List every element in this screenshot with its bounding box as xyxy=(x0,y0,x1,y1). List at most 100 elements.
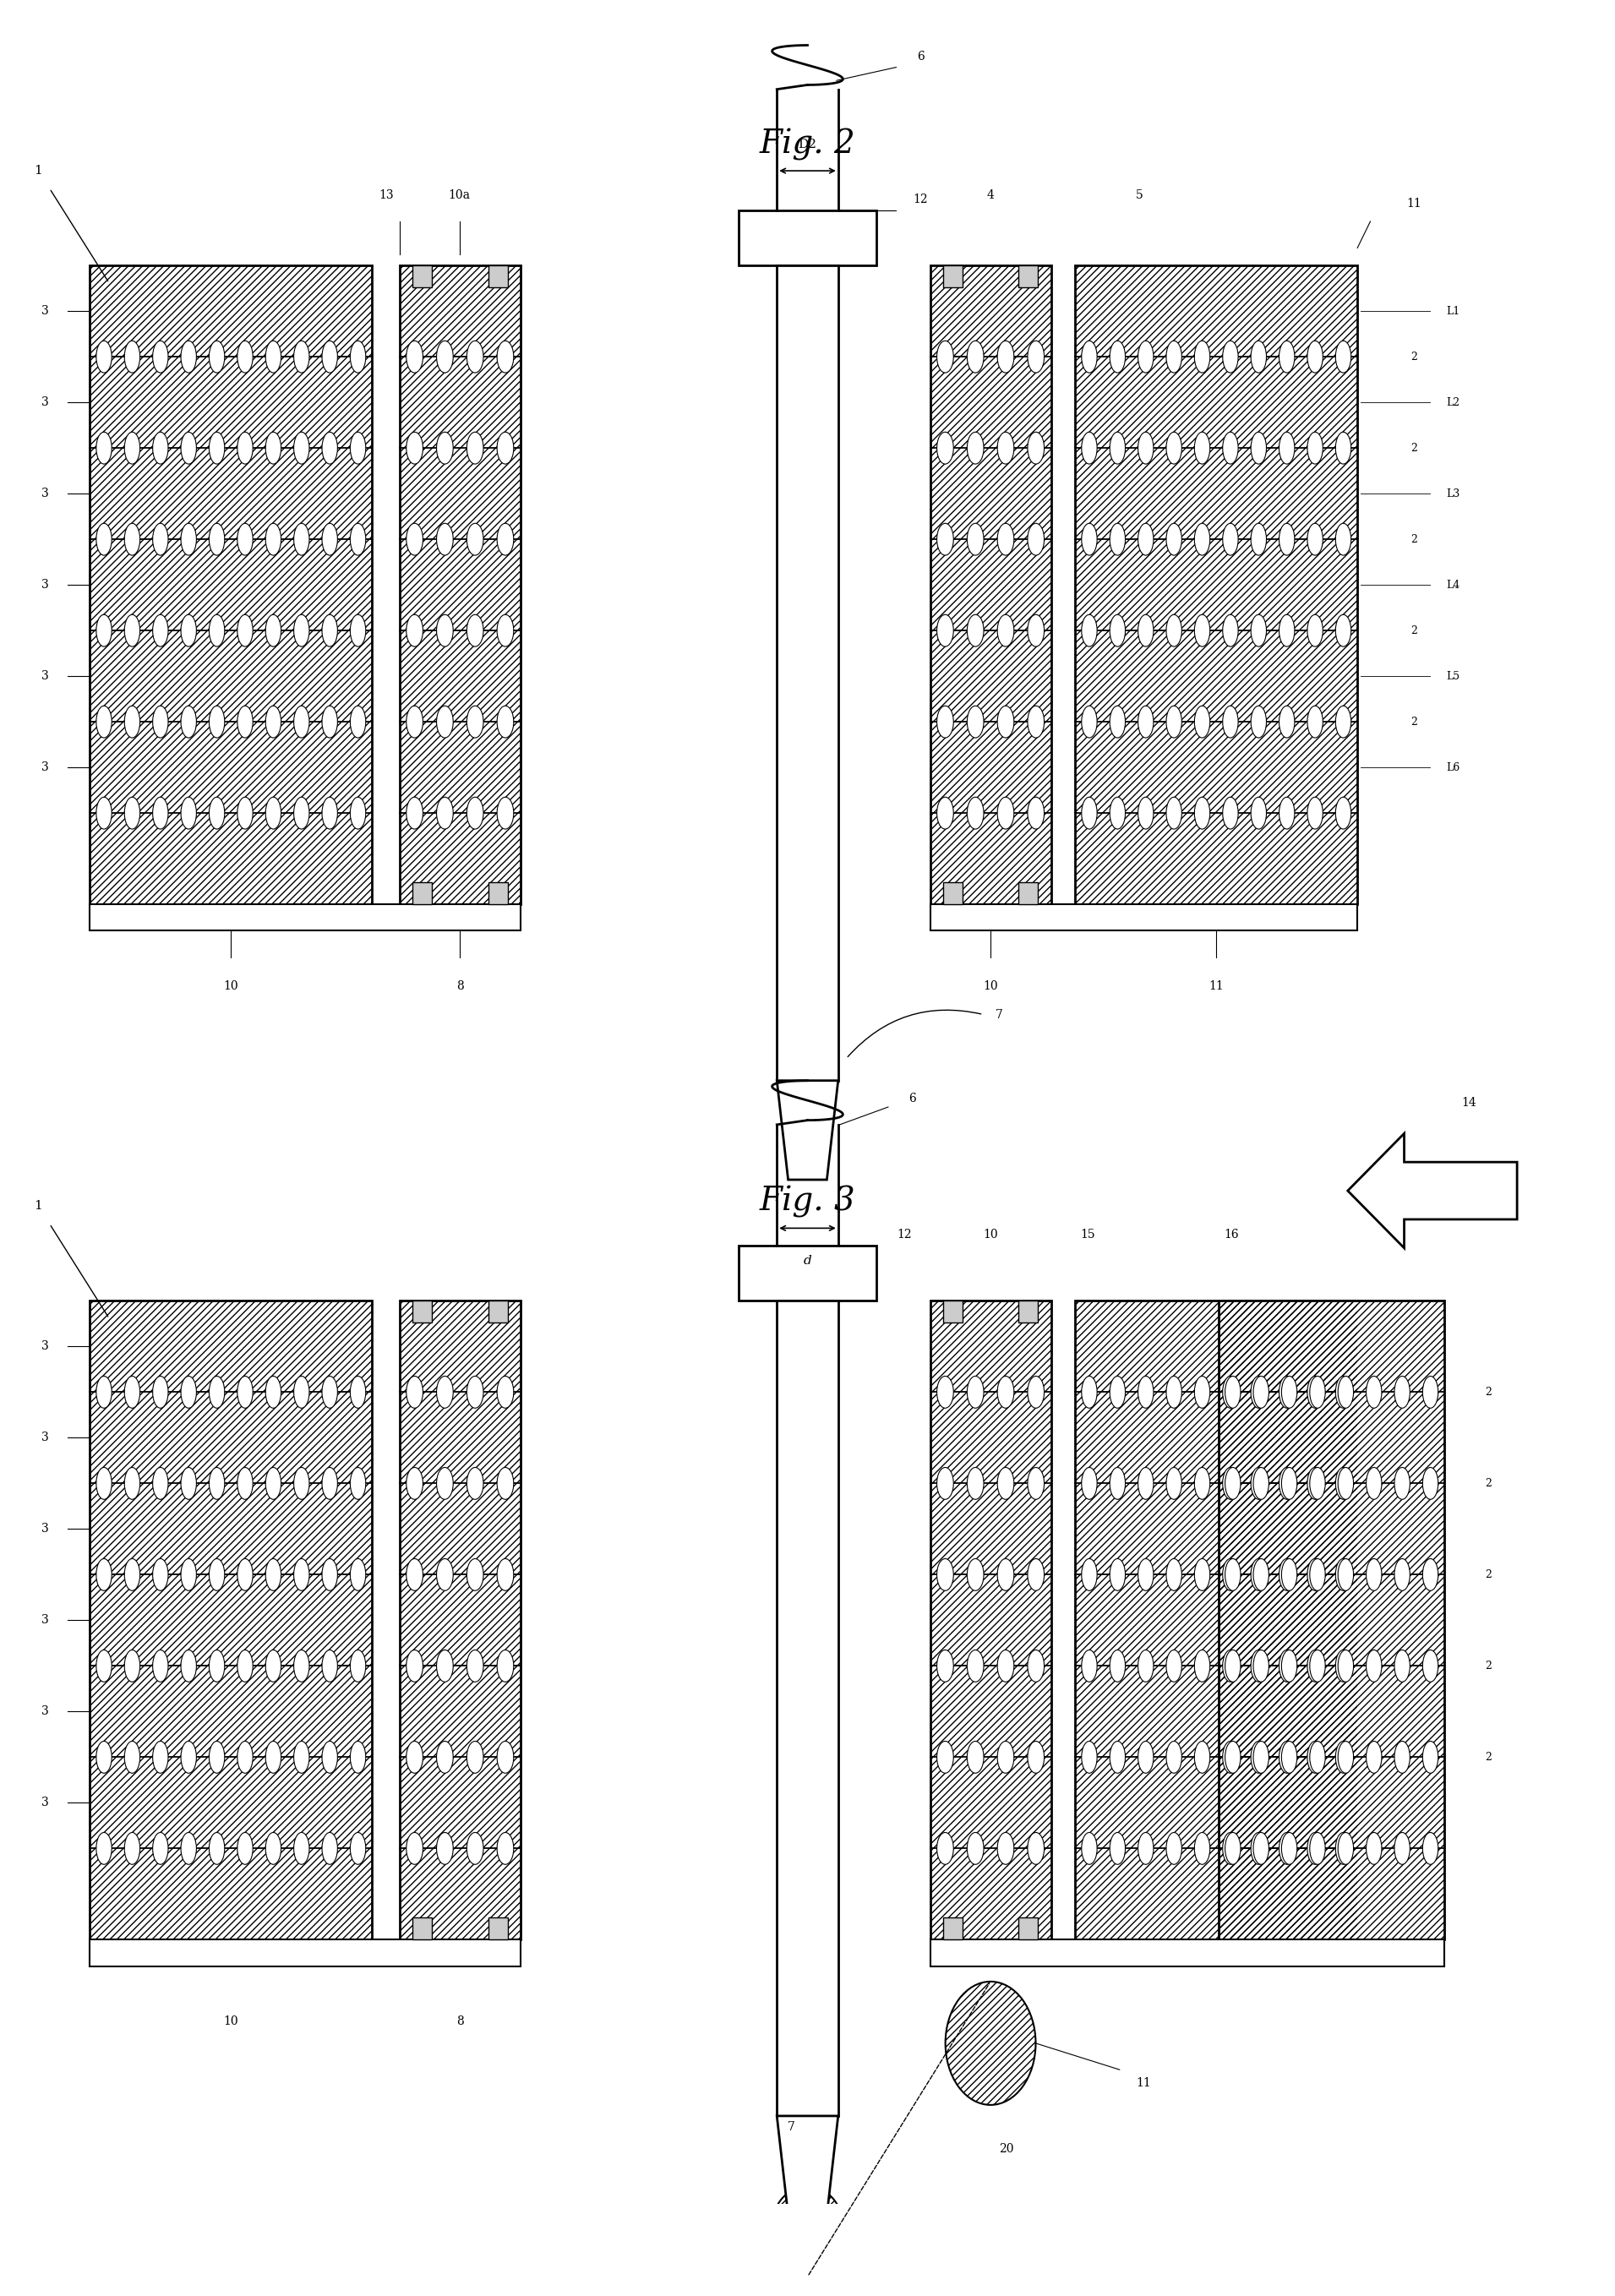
Ellipse shape xyxy=(1253,1832,1269,1864)
Ellipse shape xyxy=(1279,797,1295,829)
Polygon shape xyxy=(777,2117,838,2216)
Ellipse shape xyxy=(1279,1375,1295,1407)
Ellipse shape xyxy=(294,432,310,464)
Bar xyxy=(412,1917,431,1940)
Ellipse shape xyxy=(153,1651,168,1683)
Ellipse shape xyxy=(467,340,483,372)
Ellipse shape xyxy=(937,615,953,647)
Ellipse shape xyxy=(1223,615,1239,647)
Text: 2: 2 xyxy=(1410,533,1418,544)
Text: Fig. 2: Fig. 2 xyxy=(759,129,856,161)
Bar xyxy=(930,1302,1051,1940)
Ellipse shape xyxy=(1139,1651,1153,1683)
Ellipse shape xyxy=(998,1559,1014,1591)
Ellipse shape xyxy=(237,1375,254,1407)
Ellipse shape xyxy=(436,340,454,372)
Ellipse shape xyxy=(294,1740,310,1773)
Ellipse shape xyxy=(1307,1651,1323,1683)
Ellipse shape xyxy=(1252,1559,1266,1591)
Ellipse shape xyxy=(265,523,281,556)
Bar xyxy=(1219,1302,1444,1940)
Text: L5: L5 xyxy=(1445,670,1460,682)
Bar xyxy=(399,266,520,905)
Bar xyxy=(488,266,507,287)
Ellipse shape xyxy=(1336,705,1352,737)
Ellipse shape xyxy=(124,1467,141,1499)
Ellipse shape xyxy=(937,432,953,464)
Ellipse shape xyxy=(237,797,254,829)
Ellipse shape xyxy=(467,432,483,464)
Ellipse shape xyxy=(153,615,168,647)
Ellipse shape xyxy=(1423,1651,1437,1683)
Ellipse shape xyxy=(1307,797,1323,829)
Ellipse shape xyxy=(124,523,141,556)
Ellipse shape xyxy=(1394,1651,1410,1683)
Ellipse shape xyxy=(1027,615,1045,647)
Bar xyxy=(90,1940,520,1965)
Ellipse shape xyxy=(265,1559,281,1591)
Ellipse shape xyxy=(967,1651,984,1683)
Ellipse shape xyxy=(1195,1740,1210,1773)
Bar xyxy=(943,882,963,905)
Bar xyxy=(930,1302,1051,1940)
Text: 2: 2 xyxy=(1484,1660,1492,1671)
Ellipse shape xyxy=(265,1832,281,1864)
Ellipse shape xyxy=(1110,797,1126,829)
Ellipse shape xyxy=(1282,1467,1297,1499)
Ellipse shape xyxy=(1223,1651,1239,1683)
Ellipse shape xyxy=(1166,432,1182,464)
Ellipse shape xyxy=(1139,1559,1153,1591)
Text: 2: 2 xyxy=(1484,1479,1492,1488)
Ellipse shape xyxy=(1027,797,1045,829)
Ellipse shape xyxy=(294,1559,310,1591)
Text: 8: 8 xyxy=(457,2016,464,2027)
Ellipse shape xyxy=(1253,1375,1269,1407)
Bar xyxy=(1019,1302,1038,1322)
Ellipse shape xyxy=(937,523,953,556)
Ellipse shape xyxy=(1423,1740,1437,1773)
Text: 3: 3 xyxy=(40,1522,48,1536)
Bar xyxy=(399,1302,520,1940)
Ellipse shape xyxy=(1166,1559,1182,1591)
Ellipse shape xyxy=(772,2186,843,2266)
Ellipse shape xyxy=(1139,615,1153,647)
Ellipse shape xyxy=(1195,432,1210,464)
Ellipse shape xyxy=(1336,523,1352,556)
Ellipse shape xyxy=(153,340,168,372)
Ellipse shape xyxy=(1252,432,1266,464)
Ellipse shape xyxy=(294,523,310,556)
Ellipse shape xyxy=(1279,523,1295,556)
Ellipse shape xyxy=(350,523,365,556)
Ellipse shape xyxy=(1310,1740,1326,1773)
Bar xyxy=(488,1302,507,1322)
Ellipse shape xyxy=(1110,340,1126,372)
Ellipse shape xyxy=(967,797,984,829)
Ellipse shape xyxy=(265,1375,281,1407)
Ellipse shape xyxy=(407,523,423,556)
Ellipse shape xyxy=(937,1832,953,1864)
Ellipse shape xyxy=(181,797,197,829)
Text: L6: L6 xyxy=(1445,762,1460,774)
Ellipse shape xyxy=(1279,340,1295,372)
Text: L2: L2 xyxy=(1445,397,1460,409)
Bar xyxy=(412,882,431,905)
Ellipse shape xyxy=(153,1467,168,1499)
Ellipse shape xyxy=(1027,1740,1045,1773)
Bar xyxy=(90,905,520,930)
Ellipse shape xyxy=(998,797,1014,829)
Ellipse shape xyxy=(153,1740,168,1773)
Ellipse shape xyxy=(436,1375,454,1407)
Ellipse shape xyxy=(350,1559,365,1591)
Text: 10: 10 xyxy=(984,980,998,992)
Ellipse shape xyxy=(1027,1375,1045,1407)
Ellipse shape xyxy=(1027,432,1045,464)
Ellipse shape xyxy=(350,1467,365,1499)
Text: 2: 2 xyxy=(1410,716,1418,728)
Ellipse shape xyxy=(1226,1651,1240,1683)
Ellipse shape xyxy=(937,1651,953,1683)
Text: 6: 6 xyxy=(917,51,924,62)
Ellipse shape xyxy=(97,1559,111,1591)
Bar xyxy=(1076,266,1358,905)
Ellipse shape xyxy=(1110,1467,1126,1499)
Ellipse shape xyxy=(1337,1375,1353,1407)
